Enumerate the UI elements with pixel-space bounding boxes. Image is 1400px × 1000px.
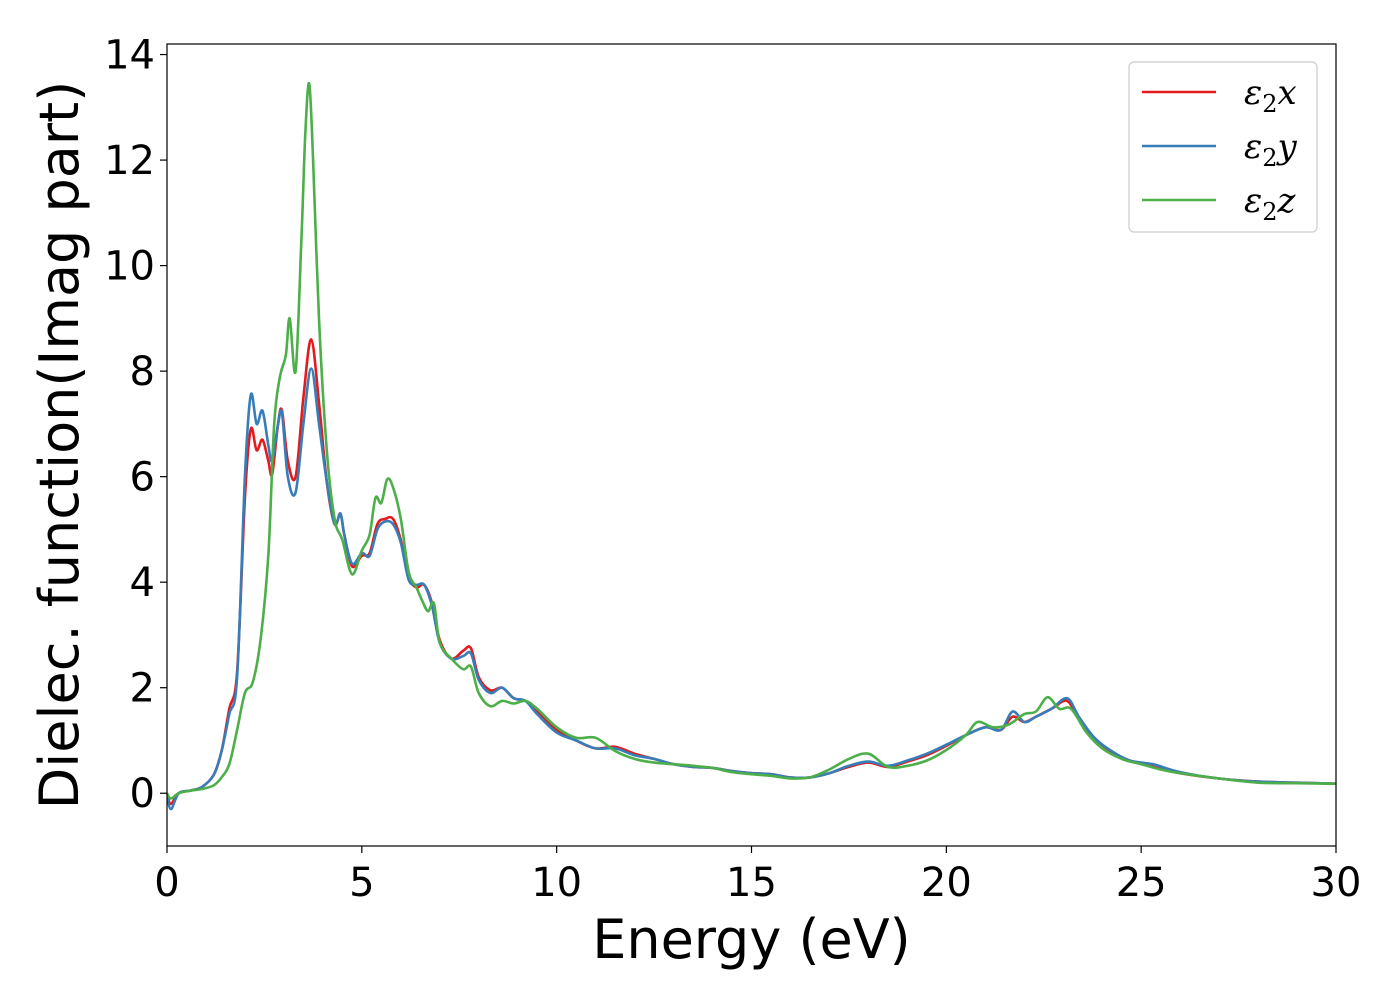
y-tick-label: 2 bbox=[130, 666, 155, 712]
x-tick-label: 25 bbox=[1116, 860, 1167, 906]
legend-label-z: ε2z bbox=[1244, 181, 1297, 226]
series-line-z bbox=[167, 82, 1336, 800]
x-tick-label: 15 bbox=[726, 860, 777, 906]
legend-box bbox=[1128, 61, 1318, 233]
x-axis-title: Energy (eV) bbox=[592, 908, 911, 971]
series-line-y bbox=[167, 367, 1336, 811]
legend-label-y: ε2y bbox=[1244, 127, 1298, 172]
x-tick-label: 20 bbox=[921, 860, 972, 906]
y-tick-label: 12 bbox=[104, 138, 155, 184]
x-tick-label: 5 bbox=[349, 860, 374, 906]
series-layer bbox=[167, 82, 1336, 811]
y-tick-label: 4 bbox=[130, 560, 155, 606]
x-tick-label: 30 bbox=[1311, 860, 1362, 906]
legend-label-x: ε2x bbox=[1244, 73, 1297, 118]
series-line-x bbox=[167, 338, 1336, 806]
y-tick-label: 14 bbox=[104, 33, 155, 79]
y-tick-label: 10 bbox=[104, 244, 155, 290]
legend: ε2x ε2y ε2z bbox=[1128, 61, 1318, 233]
y-tick-label: 6 bbox=[130, 455, 155, 501]
y-axis-title: Dielec. function(Imag part) bbox=[28, 81, 91, 810]
axis-ticks: 0 5 10 15 20 25 30 0 2 4 6 8 10 12 14 bbox=[104, 33, 1361, 906]
y-tick-label: 8 bbox=[130, 349, 155, 395]
x-tick-label: 10 bbox=[531, 860, 582, 906]
y-tick-label: 0 bbox=[130, 771, 155, 817]
x-tick-label: 0 bbox=[154, 860, 179, 906]
